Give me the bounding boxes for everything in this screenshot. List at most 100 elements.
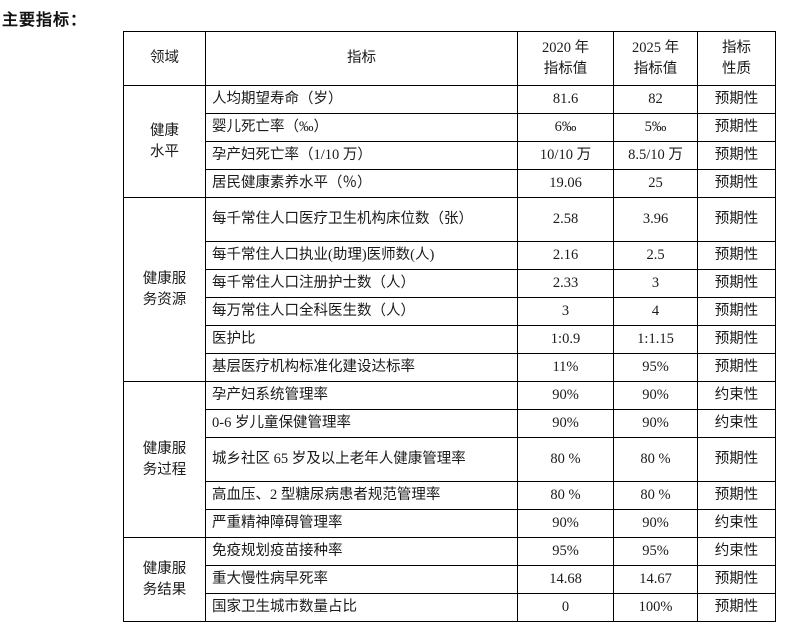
- indicator-cell: 人均期望寿命（岁）: [205, 85, 518, 114]
- value-2020-cell: 6‰: [517, 113, 614, 142]
- indicator-cell: 婴儿死亡率（‰）: [205, 113, 518, 142]
- value-2025-cell: 2.5: [613, 241, 698, 270]
- value-2020-cell: 81.6: [517, 85, 614, 114]
- nature-cell: 预期性: [697, 297, 776, 326]
- value-2020-cell: 3: [517, 297, 614, 326]
- value-2020-cell: 2.33: [517, 269, 614, 298]
- value-2025-cell: 1:1.15: [613, 325, 698, 354]
- value-2020-cell: 95%: [517, 537, 614, 566]
- value-2025-cell: 90%: [613, 381, 698, 410]
- table-row: 严重精神障碍管理率 90% 90% 约束性: [124, 509, 776, 538]
- value-2025-cell: 3.96: [613, 197, 698, 242]
- indicator-cell: 基层医疗机构标准化建设达标率: [205, 353, 518, 382]
- nature-cell: 预期性: [697, 437, 776, 482]
- nature-cell: 预期性: [697, 325, 776, 354]
- indicator-cell: 孕产妇死亡率（1/10 万）: [205, 141, 518, 170]
- value-2020-cell: 10/10 万: [517, 141, 614, 170]
- value-2025-cell: 90%: [613, 409, 698, 438]
- nature-cell: 预期性: [697, 241, 776, 270]
- table-row: 重大慢性病早死率 14.68 14.67 预期性: [124, 565, 776, 594]
- indicator-cell: 每千常住人口注册护士数（人）: [205, 269, 518, 298]
- value-2025-cell: 95%: [613, 353, 698, 382]
- value-2025-cell: 100%: [613, 593, 698, 622]
- table-row: 婴儿死亡率（‰） 6‰ 5‰ 预期性: [124, 113, 776, 142]
- value-2025-cell: 25: [613, 169, 698, 198]
- table-row: 每千常住人口注册护士数（人） 2.33 3 预期性: [124, 269, 776, 298]
- value-2025-cell: 5‰: [613, 113, 698, 142]
- indicator-cell: 居民健康素养水平（％）: [205, 169, 518, 198]
- table-row: 每万常住人口全科医生数（人） 3 4 预期性: [124, 297, 776, 326]
- value-2020-cell: 90%: [517, 381, 614, 410]
- value-2025-cell: 14.67: [613, 565, 698, 594]
- nature-cell: 预期性: [697, 593, 776, 622]
- table-row: 健康服 务资源 每千常住人口医疗卫生机构床位数（张） 2.58 3.96 预期性: [123, 197, 776, 382]
- indicator-cell: 每千常住人口执业(助理)医师数(人): [205, 241, 518, 270]
- indicator-cell: 孕产妇系统管理率: [205, 381, 518, 410]
- table-row: 每千常住人口执业(助理)医师数(人) 2.16 2.5 预期性: [124, 241, 776, 270]
- indicator-cell: 重大慢性病早死率: [205, 565, 518, 594]
- nature-cell: 预期性: [697, 113, 776, 142]
- nature-cell: 约束性: [697, 381, 776, 410]
- nature-cell: 预期性: [697, 481, 776, 510]
- value-2025-cell: 90%: [613, 509, 698, 538]
- nature-cell: 约束性: [697, 509, 776, 538]
- indicator-cell: 免疫规划疫苗接种率: [205, 537, 518, 566]
- table-row: 健康服 务结果 免疫规划疫苗接种率 95% 95% 约束性: [123, 537, 776, 622]
- value-2020-cell: 90%: [517, 409, 614, 438]
- table-row: 高血压、2 型糖尿病患者规范管理率 80 % 80 % 预期性: [124, 481, 776, 510]
- value-2025-cell: 80 %: [613, 481, 698, 510]
- value-2020-cell: 80 %: [517, 481, 614, 510]
- value-2025-cell: 8.5/10 万: [613, 141, 698, 170]
- indicator-cell: 医护比: [205, 325, 518, 354]
- col-header-2020-value: 2020 年 指标值: [517, 31, 614, 86]
- table-row: 城乡社区 65 岁及以上老年人健康管理率 80 % 80 % 预期性: [124, 437, 776, 482]
- value-2020-cell: 1:0.9: [517, 325, 614, 354]
- value-2020-cell: 90%: [517, 509, 614, 538]
- value-2020-cell: 14.68: [517, 565, 614, 594]
- table-header-row: 领域 指标 2020 年 指标值 2025 年 指标值 指标 性质: [123, 31, 776, 86]
- table-row: 国家卫生城市数量占比 0 100% 预期性: [124, 593, 776, 622]
- indicator-cell: 每千常住人口医疗卫生机构床位数（张）: [205, 197, 518, 242]
- indicator-cell: 国家卫生城市数量占比: [205, 593, 518, 622]
- col-header-domain: 领域: [123, 31, 206, 86]
- nature-cell: 预期性: [697, 565, 776, 594]
- domain-group-service-resources: 健康服 务资源: [123, 197, 206, 382]
- indicator-cell: 高血压、2 型糖尿病患者规范管理率: [205, 481, 518, 510]
- value-2020-cell: 2.16: [517, 241, 614, 270]
- nature-cell: 约束性: [697, 409, 776, 438]
- col-header-nature: 指标 性质: [697, 31, 776, 86]
- table-row: 健康服 务过程 孕产妇系统管理率 90% 90% 约束性: [123, 381, 776, 538]
- table-row: 孕产妇死亡率（1/10 万） 10/10 万 8.5/10 万 预期性: [124, 141, 776, 170]
- nature-cell: 预期性: [697, 197, 776, 242]
- domain-group-health-level: 健康 水平: [123, 85, 206, 198]
- table-row: 基层医疗机构标准化建设达标率 11% 95% 预期性: [124, 353, 776, 382]
- value-2025-cell: 80 %: [613, 437, 698, 482]
- indicator-cell: 每万常住人口全科医生数（人）: [205, 297, 518, 326]
- nature-cell: 预期性: [697, 353, 776, 382]
- nature-cell: 约束性: [697, 537, 776, 566]
- value-2020-cell: 2.58: [517, 197, 614, 242]
- col-header-2025-value: 2025 年 指标值: [613, 31, 698, 86]
- nature-cell: 预期性: [697, 85, 776, 114]
- table-row: 0-6 岁儿童保健管理率 90% 90% 约束性: [124, 409, 776, 438]
- nature-cell: 预期性: [697, 169, 776, 198]
- value-2020-cell: 19.06: [517, 169, 614, 198]
- table-row: 健康 水平 人均期望寿命（岁） 81.6 82 预期性: [123, 85, 776, 198]
- value-2020-cell: 0: [517, 593, 614, 622]
- nature-cell: 预期性: [697, 141, 776, 170]
- indicator-cell: 严重精神障碍管理率: [205, 509, 518, 538]
- table-row: 医护比 1:0.9 1:1.15 预期性: [124, 325, 776, 354]
- page-title: 主要指标：: [2, 12, 88, 29]
- value-2025-cell: 82: [613, 85, 698, 114]
- nature-cell: 预期性: [697, 269, 776, 298]
- col-header-indicator: 指标: [205, 31, 518, 86]
- value-2025-cell: 4: [613, 297, 698, 326]
- indicators-table: 领域 指标 2020 年 指标值 2025 年 指标值 指标 性质 健康 水平 …: [123, 31, 776, 622]
- value-2025-cell: 3: [613, 269, 698, 298]
- table-row: 居民健康素养水平（％） 19.06 25 预期性: [124, 169, 776, 198]
- value-2025-cell: 95%: [613, 537, 698, 566]
- value-2020-cell: 11%: [517, 353, 614, 382]
- domain-group-service-results: 健康服 务结果: [123, 537, 206, 622]
- domain-group-service-process: 健康服 务过程: [123, 381, 206, 538]
